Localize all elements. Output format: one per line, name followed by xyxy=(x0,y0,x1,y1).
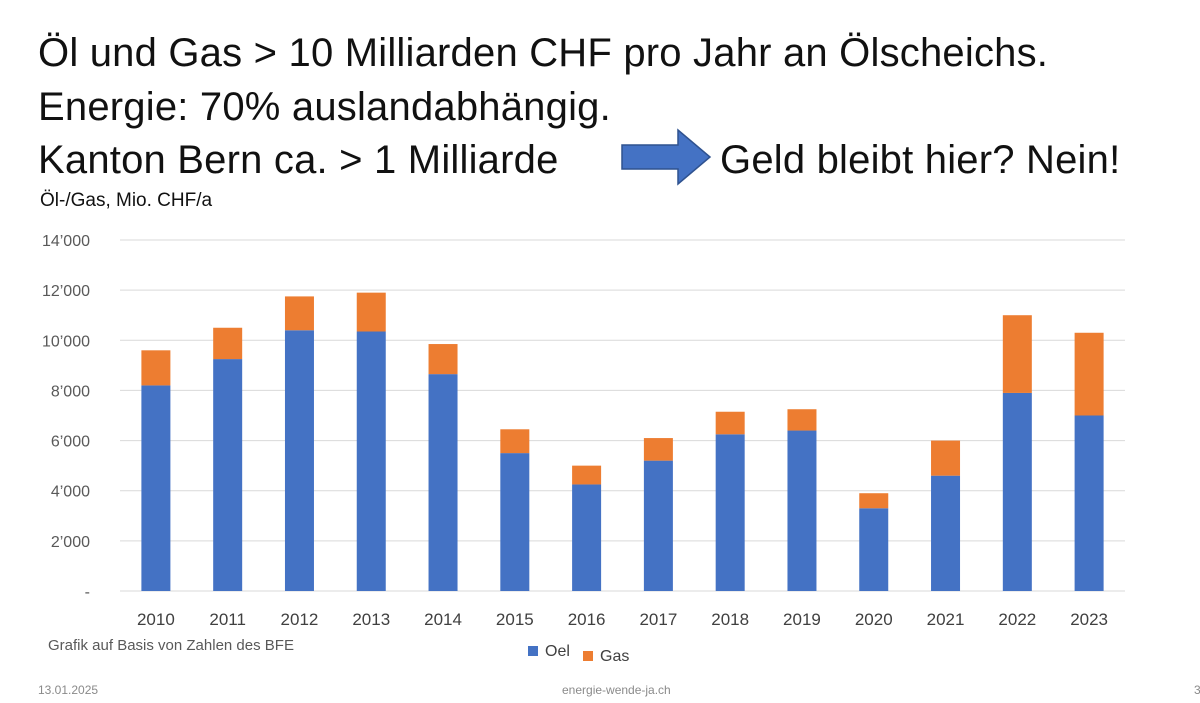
bar-oel xyxy=(141,385,171,591)
legend-label-gas: Gas xyxy=(600,648,629,665)
bar-oel xyxy=(1074,415,1104,591)
bar-oel xyxy=(500,453,530,591)
bar-oel xyxy=(787,430,817,591)
headline-line-2: Energie: 70% auslandabhängig. xyxy=(38,85,611,129)
bar-gas xyxy=(500,429,530,454)
bar-oel xyxy=(284,330,314,591)
bar-gas xyxy=(572,465,602,485)
x-tick-label: 2023 xyxy=(1070,610,1108,629)
x-tick-label: 2016 xyxy=(568,610,606,629)
bar-gas xyxy=(859,493,889,509)
headline-line-1: Öl und Gas > 10 Milliarden CHF pro Jahr … xyxy=(38,31,1049,75)
bar-oel xyxy=(572,484,602,591)
x-tick-label: 2014 xyxy=(424,610,462,629)
chart-title: Öl-/Gas, Mio. CHF/a xyxy=(40,190,213,211)
legend-swatch-gas xyxy=(583,651,593,661)
bar-oel xyxy=(1002,392,1032,591)
bar-oel xyxy=(859,508,889,591)
y-tick-label: 14’000 xyxy=(42,233,90,250)
bar-oel xyxy=(428,374,458,591)
bar-gas xyxy=(428,344,458,375)
bar-gas xyxy=(787,409,817,431)
bar-oel xyxy=(715,434,745,591)
headline-conclusion: Geld bleibt hier? Nein! xyxy=(720,138,1121,182)
y-tick-label: 8’000 xyxy=(51,383,90,400)
legend-swatch-oel xyxy=(528,646,538,656)
x-tick-label: 2017 xyxy=(639,610,677,629)
x-tick-label: 2020 xyxy=(855,610,893,629)
x-tick-label: 2010 xyxy=(137,610,175,629)
x-tick-label: 2022 xyxy=(998,610,1036,629)
x-tick-label: 2011 xyxy=(209,610,246,629)
x-tick-label: 2015 xyxy=(496,610,534,629)
bar-gas xyxy=(356,292,386,332)
bar-oel xyxy=(213,359,243,591)
y-tick-label: - xyxy=(85,584,90,601)
bar-oel xyxy=(356,331,386,591)
bar-gas xyxy=(715,411,745,435)
x-tick-label: 2018 xyxy=(711,610,749,629)
y-tick-label: 6’000 xyxy=(51,434,90,451)
footer-date: 13.01.2025 xyxy=(38,683,99,697)
y-tick-label: 4’000 xyxy=(51,484,90,501)
bar-oel xyxy=(643,460,673,591)
bar-oel xyxy=(931,475,961,591)
x-tick-label: 2019 xyxy=(783,610,821,629)
bar-gas xyxy=(213,327,243,360)
footer-page-number: 3 xyxy=(1194,683,1200,697)
y-tick-label: 12’000 xyxy=(42,283,90,300)
bar-gas xyxy=(1074,332,1104,416)
x-tick-label: 2013 xyxy=(352,610,390,629)
x-tick-label: 2021 xyxy=(927,610,965,629)
y-tick-label: 10’000 xyxy=(42,333,90,350)
x-tick-label: 2012 xyxy=(281,610,319,629)
bar-gas xyxy=(931,440,961,476)
source-note: Grafik auf Basis von Zahlen des BFE xyxy=(48,637,294,654)
bar-gas xyxy=(1002,315,1032,393)
bar-gas xyxy=(643,438,673,461)
headline-line-3: Kanton Bern ca. > 1 Milliarde xyxy=(38,138,559,182)
footer-site: energie-wende-ja.ch xyxy=(562,683,671,697)
bar-gas xyxy=(141,350,171,386)
bar-gas xyxy=(284,296,314,331)
y-tick-label: 2’000 xyxy=(51,534,90,551)
legend-label-oel: Oel xyxy=(545,643,570,660)
right-arrow-icon xyxy=(621,128,712,186)
